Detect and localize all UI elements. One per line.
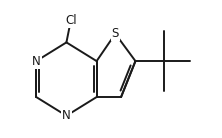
Text: N: N xyxy=(32,55,41,68)
Text: N: N xyxy=(62,109,71,122)
Text: Cl: Cl xyxy=(65,14,77,27)
Text: S: S xyxy=(112,27,119,40)
